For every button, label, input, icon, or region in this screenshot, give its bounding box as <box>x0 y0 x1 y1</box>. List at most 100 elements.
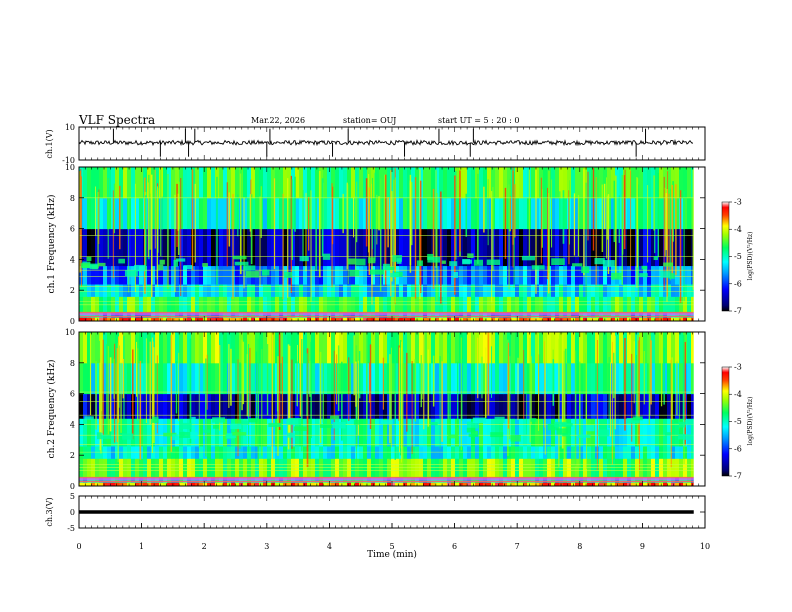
spec-cell <box>391 332 396 364</box>
spec-cell <box>515 418 520 447</box>
spec-cell <box>143 482 148 487</box>
spec-cell <box>479 332 484 364</box>
spec-cell <box>159 284 164 297</box>
spec-emission <box>134 264 145 272</box>
spec-cell <box>135 284 140 297</box>
spec-cell <box>531 317 536 322</box>
y-tick-label: 10 <box>65 123 75 132</box>
spec-cell <box>291 265 296 285</box>
spec-cell <box>663 482 668 487</box>
spec-cell <box>543 265 548 285</box>
spec-cell <box>475 317 480 322</box>
spec-cell <box>555 362 560 395</box>
spec-cell <box>643 418 648 447</box>
spec-emission <box>226 433 236 439</box>
spec-cell <box>207 482 212 487</box>
spec-cell <box>463 265 468 285</box>
spec-cell <box>343 482 348 487</box>
spec-cell <box>147 482 152 487</box>
spec-cell <box>563 284 568 297</box>
spec-cell <box>355 332 360 364</box>
spec-cell <box>459 317 464 322</box>
spec-cell <box>311 228 316 267</box>
spec-cell <box>679 482 684 487</box>
spec-emission <box>118 258 126 264</box>
spec-cell <box>395 228 400 267</box>
spec-cell <box>171 284 176 297</box>
spec-cell <box>83 393 88 419</box>
spec-cell <box>559 296 564 313</box>
spec-cell <box>323 332 328 364</box>
spec-cell <box>383 393 388 419</box>
spec-cell <box>539 296 544 313</box>
spec-cell <box>183 167 188 199</box>
spec-cell <box>275 317 280 322</box>
spec-cell <box>395 197 400 230</box>
spec-cell <box>139 296 144 313</box>
spec-cell <box>259 228 264 267</box>
spec-cell <box>135 296 140 313</box>
spec-cell <box>259 284 264 297</box>
spec-cell <box>127 228 132 267</box>
spec-cell <box>371 332 376 364</box>
spec-cell <box>531 362 536 395</box>
y-tick-label: 10 <box>65 328 75 337</box>
spec-cell <box>519 482 524 487</box>
spec-cell <box>391 482 396 487</box>
spec-cell <box>655 362 660 395</box>
spec-cell <box>79 296 84 313</box>
spec-cell <box>627 296 632 313</box>
spec-cell <box>467 197 472 230</box>
spec-cell <box>275 482 280 487</box>
spec-cell <box>567 393 572 419</box>
spec-emission <box>547 423 559 431</box>
spec-cell <box>119 228 124 267</box>
spec-cell <box>239 482 244 487</box>
spec-emission <box>203 429 210 433</box>
spec-cell <box>103 332 108 364</box>
spec-cell <box>267 317 272 322</box>
spec-cell <box>111 362 116 395</box>
spec-cell <box>295 265 300 285</box>
spec-cell <box>439 296 444 313</box>
spec-cell <box>499 296 504 313</box>
spec-cell <box>319 228 324 267</box>
spec-cell <box>535 393 540 419</box>
spec-cell <box>459 228 464 267</box>
spec-cell <box>307 482 312 487</box>
spec-emission <box>176 258 186 262</box>
spec-cell <box>611 393 616 419</box>
spec-cell <box>531 228 536 267</box>
spec-cell <box>515 393 520 419</box>
spec-cell <box>451 418 456 447</box>
spec-cell <box>107 482 112 487</box>
spec-cell <box>403 167 408 199</box>
spec-cell <box>315 284 320 297</box>
spec-cell <box>219 482 224 487</box>
spec-cell <box>255 393 260 419</box>
spec-cell <box>491 393 496 419</box>
spec-cell <box>215 296 220 313</box>
spec-cell <box>511 393 516 419</box>
spec-cell <box>315 265 320 285</box>
spec-cell <box>531 265 536 285</box>
spec-cell <box>507 332 512 364</box>
spec-cell <box>91 228 96 267</box>
spec-cell <box>399 197 404 230</box>
spec-cell <box>471 296 476 313</box>
spec-cell <box>111 284 116 297</box>
spec-cell <box>331 284 336 297</box>
spec-cell <box>499 317 504 322</box>
spec-cell <box>571 332 576 364</box>
spec-cell <box>323 418 328 447</box>
spec-cell <box>111 317 116 322</box>
spec-emission <box>684 419 698 425</box>
spec-cell <box>559 167 564 199</box>
spec-cell <box>279 228 284 267</box>
spec-emission <box>232 432 247 436</box>
spec-cell <box>655 317 660 322</box>
spec-cell <box>179 265 184 285</box>
spec-cell <box>595 265 600 285</box>
spec-emission <box>96 432 102 440</box>
spec-cell <box>107 317 112 322</box>
